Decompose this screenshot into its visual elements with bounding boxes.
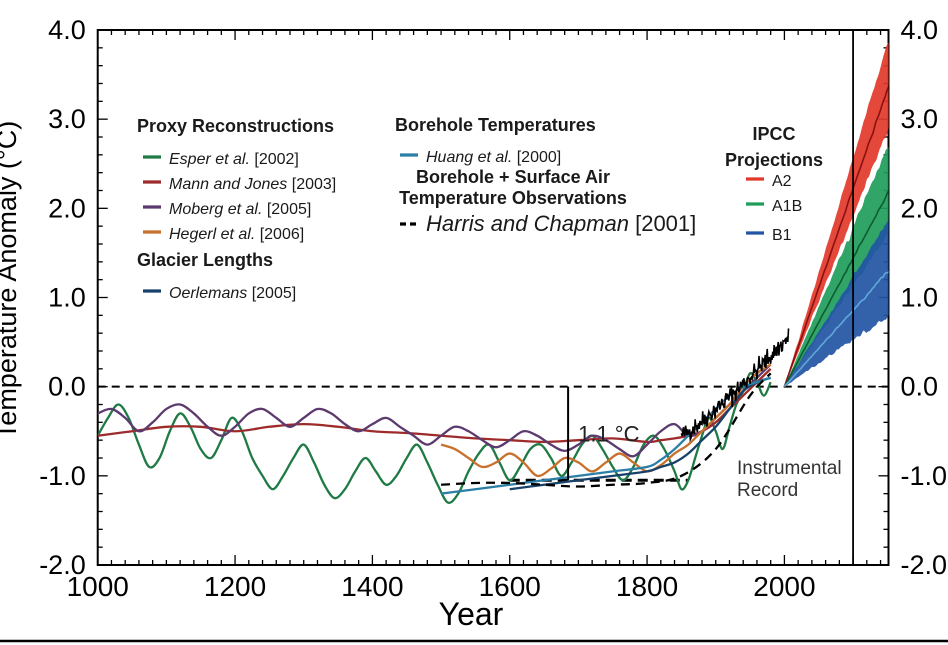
svg-text:Harris and Chapman [2001]: Harris and Chapman [2001] xyxy=(426,211,696,236)
svg-text:1.0: 1.0 xyxy=(48,283,86,313)
svg-text:1400: 1400 xyxy=(341,571,403,602)
svg-text:Huang et al. [2000]: Huang et al. [2000] xyxy=(426,149,561,166)
svg-text:2.0: 2.0 xyxy=(48,193,86,223)
svg-text:Hegerl et al. [2006]: Hegerl et al. [2006] xyxy=(169,226,304,243)
svg-text:4.0: 4.0 xyxy=(901,15,939,45)
svg-text:Projections: Projections xyxy=(725,150,823,170)
svg-text:3.0: 3.0 xyxy=(48,104,86,134)
svg-text:Temperature Anomaly (°C): Temperature Anomaly (°C) xyxy=(0,121,22,439)
svg-text:Borehole + Surface Air: Borehole + Surface Air xyxy=(416,167,610,187)
svg-text:0.0: 0.0 xyxy=(901,372,939,402)
svg-text:Record: Record xyxy=(737,480,798,501)
svg-text:-1.0: -1.0 xyxy=(901,461,948,491)
svg-text:IPCC: IPCC xyxy=(752,124,795,144)
svg-text:1.1 °C: 1.1 °C xyxy=(578,421,639,446)
svg-text:Temperature Observations: Temperature Observations xyxy=(399,188,627,208)
svg-text:-2.0: -2.0 xyxy=(39,550,86,580)
svg-text:B1: B1 xyxy=(772,227,792,244)
svg-text:-1.0: -1.0 xyxy=(39,461,86,491)
svg-text:Proxy Reconstructions: Proxy Reconstructions xyxy=(137,116,334,136)
svg-text:0.0: 0.0 xyxy=(48,372,86,402)
svg-text:1.0: 1.0 xyxy=(901,283,939,313)
svg-text:Year: Year xyxy=(439,596,504,632)
svg-text:Instrumental: Instrumental xyxy=(737,458,842,479)
svg-text:2000: 2000 xyxy=(753,571,815,602)
svg-text:A2: A2 xyxy=(772,173,792,190)
svg-text:A1B: A1B xyxy=(772,198,802,215)
svg-text:2.0: 2.0 xyxy=(901,193,939,223)
svg-text:Glacier Lengths: Glacier Lengths xyxy=(137,250,273,270)
svg-text:4.0: 4.0 xyxy=(48,15,86,45)
svg-text:Mann and Jones [2003]: Mann and Jones [2003] xyxy=(169,176,336,193)
svg-text:1800: 1800 xyxy=(616,571,678,602)
svg-text:Moberg et al. [2005]: Moberg et al. [2005] xyxy=(169,201,311,218)
svg-text:3.0: 3.0 xyxy=(901,104,939,134)
svg-text:Borehole Temperatures: Borehole Temperatures xyxy=(395,115,596,135)
svg-text:-2.0: -2.0 xyxy=(901,550,948,580)
svg-text:Oerlemans [2005]: Oerlemans [2005] xyxy=(169,285,296,302)
svg-text:1200: 1200 xyxy=(204,571,266,602)
svg-text:Esper et al. [2002]: Esper et al. [2002] xyxy=(169,151,299,168)
